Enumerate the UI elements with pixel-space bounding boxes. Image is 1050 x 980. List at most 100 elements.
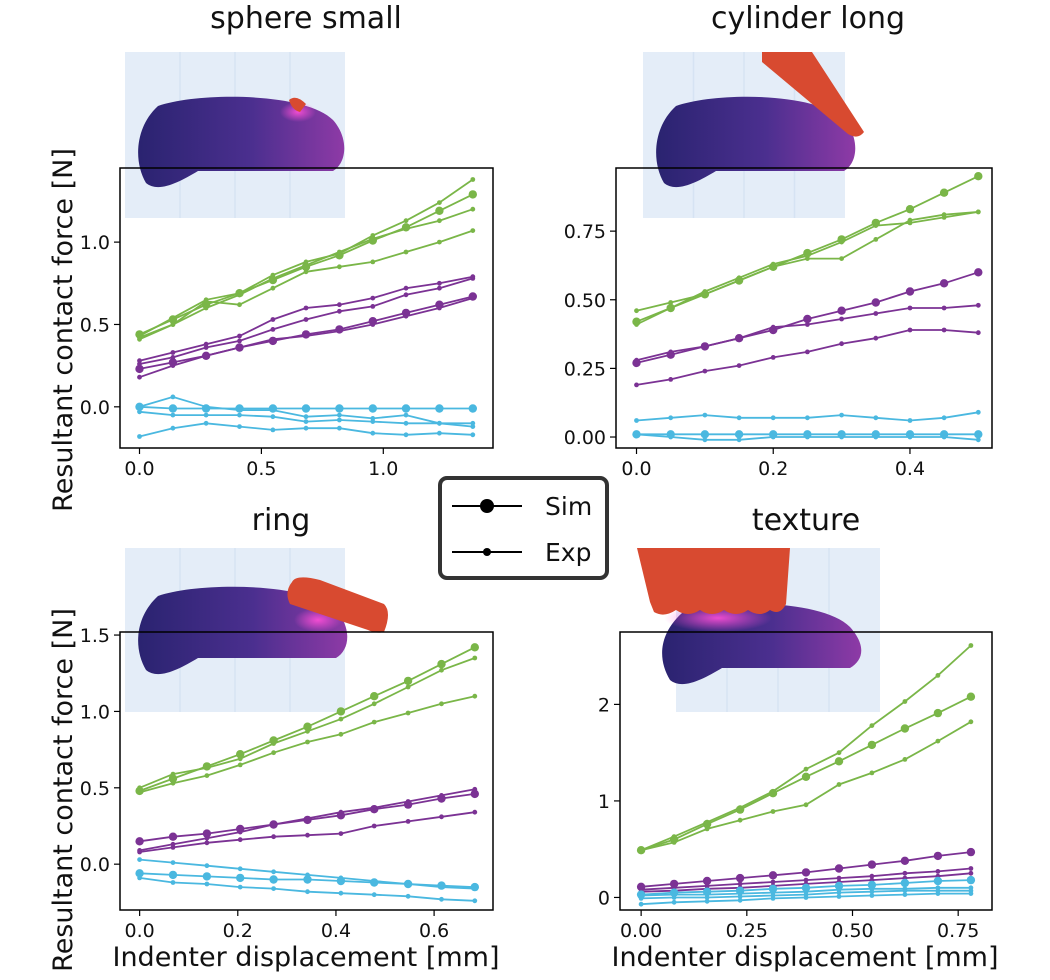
chart-panel-2: cylinder long 0.0 0.2 0.4 0.00 0.25 0.50 0.75 <box>564 1 993 480</box>
data-point-cyan-exp-1 <box>137 404 142 410</box>
data-point-purple-exp-2 <box>702 368 708 374</box>
plot-area-frame <box>615 167 993 449</box>
data-point-purple-sim <box>135 364 144 374</box>
data-point-purple-exp-1 <box>405 799 411 804</box>
data-point-purple-exp-1 <box>836 875 842 881</box>
data-point-purple-sim <box>905 287 915 296</box>
data-point-purple-exp-2 <box>439 814 444 820</box>
data-point-purple-exp-1 <box>237 333 242 339</box>
data-point-purple-exp-3 <box>370 322 376 327</box>
data-point-purple-exp-3 <box>337 328 342 334</box>
data-point-green-exp-2 <box>337 264 342 270</box>
data-point-cyan-sim <box>900 878 910 888</box>
data-point-green-sim <box>801 772 811 781</box>
data-point-green-sim <box>933 708 943 718</box>
data-point-cyan-sim <box>468 404 477 413</box>
data-point-cyan-exp-1 <box>237 866 243 872</box>
data-point-cyan-exp-1 <box>805 415 810 421</box>
data-point-cyan-exp-2 <box>702 437 708 443</box>
data-point-purple-exp-2 <box>437 285 442 291</box>
y-tick-label: 0.50 <box>564 290 606 312</box>
data-point-cyan-exp-2 <box>405 893 411 899</box>
data-point-green-exp-1 <box>270 272 276 278</box>
data-point-purple-exp-1 <box>935 869 941 874</box>
data-point-purple-exp-2 <box>907 327 913 333</box>
chart-panel-3: ring 0.0 0.2 0.4 0.6 0.0 0.5 1.0 1.5 <box>80 503 494 942</box>
data-point-purple-exp-2 <box>634 382 639 388</box>
data-point-cyan-exp-1 <box>975 409 981 415</box>
data-point-green-exp-2 <box>941 215 947 220</box>
y-tick-label: 0.75 <box>564 221 606 243</box>
data-point-cyan-exp-1 <box>873 415 879 421</box>
series-group <box>636 643 976 907</box>
data-point-cyan-exp-1 <box>270 407 276 413</box>
data-point-cyan-exp-1 <box>271 869 276 875</box>
data-point-green-exp-2 <box>634 322 639 327</box>
data-point-green-exp-2 <box>736 275 742 281</box>
data-point-cyan-exp-2 <box>403 420 409 426</box>
data-point-purple-sim <box>837 306 846 315</box>
data-point-green-exp-2 <box>237 302 242 308</box>
chart-title: texture <box>752 503 860 538</box>
data-point-purple-sim <box>939 279 949 288</box>
data-point-purple-sim <box>669 879 679 889</box>
data-point-cyan-sim <box>867 880 877 890</box>
data-point-green-exp-2 <box>439 701 444 707</box>
x-tick-label: 0.5 <box>246 458 276 480</box>
data-point-cyan-exp-2 <box>668 434 674 440</box>
data-point-cyan-exp-1 <box>303 414 309 420</box>
data-point-purple-sim <box>867 860 877 869</box>
data-point-green-exp-2 <box>975 209 981 215</box>
data-point-green-exp-1 <box>668 300 674 305</box>
data-point-purple-exp-2 <box>305 832 310 838</box>
data-point-green-exp-2 <box>907 220 913 226</box>
y-tick-label: 0.0 <box>80 854 110 876</box>
data-point-cyan-exp-2 <box>839 434 844 440</box>
y-tick-label: 1 <box>598 791 610 813</box>
data-point-purple-exp-1 <box>902 870 908 876</box>
data-point-cyan-exp-2 <box>975 437 981 443</box>
data-point-purple-exp-2 <box>968 870 974 876</box>
data-point-green-exp-3 <box>403 226 409 232</box>
data-point-cyan-sim <box>368 404 377 413</box>
data-point-green-exp-2 <box>805 253 810 259</box>
data-point-cyan-exp-1 <box>736 415 742 421</box>
data-point-cyan-exp-1 <box>634 418 639 423</box>
data-point-cyan-sim <box>168 870 178 880</box>
data-point-purple-sim <box>202 829 212 838</box>
data-point-purple-exp-1 <box>668 349 674 355</box>
data-point-green-exp-3 <box>470 206 476 212</box>
data-point-green-exp-1 <box>305 728 310 734</box>
data-point-purple-exp-2 <box>405 819 411 824</box>
data-point-green-exp-2 <box>638 847 644 853</box>
data-point-purple-exp-3 <box>437 305 442 311</box>
data-point-green-exp-1 <box>836 750 842 756</box>
data-point-purple-exp-1 <box>805 322 810 327</box>
x-axis-label-left: Indenter displacement [mm] <box>112 942 499 973</box>
data-point-green-exp-1 <box>902 699 908 704</box>
data-point-purple-exp-1 <box>437 280 442 286</box>
data-point-purple-exp-1 <box>337 302 342 308</box>
data-point-purple-exp-2 <box>303 317 309 322</box>
data-point-green-exp-2 <box>338 731 344 737</box>
data-point-green-sim <box>939 188 949 197</box>
data-point-green-exp-3 <box>337 249 342 255</box>
data-point-cyan-exp-2 <box>337 417 342 423</box>
data-point-green-exp-2 <box>839 239 844 245</box>
data-point-purple-sim <box>974 268 983 277</box>
data-point-green-exp-3 <box>137 336 142 342</box>
data-point-cyan-exp-3 <box>370 430 376 436</box>
data-point-purple-exp-2 <box>975 330 981 336</box>
data-point-purple-sim <box>470 789 479 799</box>
data-point-green-exp-2 <box>237 762 243 768</box>
y-tick-label: 0 <box>598 887 610 909</box>
data-point-purple-sim <box>702 876 712 886</box>
legend-exp-marker <box>483 548 491 556</box>
data-point-purple-exp-3 <box>137 374 142 380</box>
legend: Sim Exp <box>438 476 609 580</box>
data-point-purple-exp-1 <box>770 324 776 330</box>
data-point-purple-sim <box>801 868 811 877</box>
data-point-cyan-exp-3 <box>237 424 242 429</box>
data-point-purple-exp-2 <box>770 355 776 360</box>
data-point-cyan-exp-1 <box>203 404 209 410</box>
